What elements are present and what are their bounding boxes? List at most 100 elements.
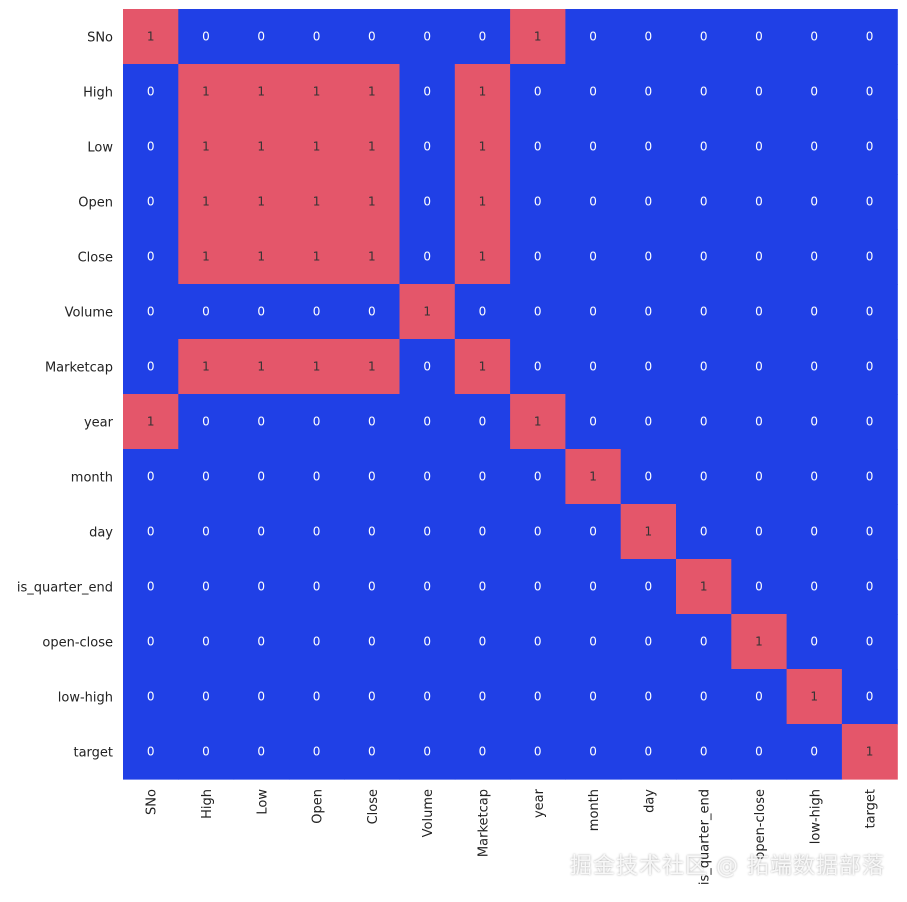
y-tick-label: low-high: [58, 691, 113, 706]
cell-value-label: 0: [810, 745, 818, 759]
cell-value-label: 0: [755, 30, 763, 44]
heatmap-cell: [233, 724, 290, 780]
y-tick-label: open-close: [42, 636, 113, 651]
heatmap-cell: [841, 559, 898, 615]
cell-value-label: 0: [257, 415, 265, 429]
cell-value-label: 0: [534, 195, 542, 209]
cell-value-label: 0: [479, 30, 487, 44]
cell-value-label: 1: [202, 195, 210, 209]
heatmap-cell: [565, 449, 622, 505]
heatmap-cell: [841, 174, 898, 230]
heatmap-cell: [676, 229, 732, 285]
x-tick-label: open-close: [753, 789, 768, 860]
heatmap-cell: [454, 559, 511, 615]
heatmap-cell: [676, 394, 732, 450]
heatmap-cell: [233, 449, 290, 505]
heatmap-cell: [123, 504, 179, 560]
heatmap-cell: [510, 559, 566, 615]
cell-value-label: 0: [589, 30, 597, 44]
cell-value-label: 0: [700, 250, 708, 264]
cell-value-label: 0: [700, 305, 708, 319]
heatmap-cell: [731, 64, 788, 120]
cell-value-label: 0: [423, 250, 431, 264]
heatmap-cell: [676, 504, 732, 560]
heatmap-cell: [510, 669, 566, 725]
cell-value-label: 0: [479, 525, 487, 539]
heatmap-cell: [565, 174, 622, 230]
x-tick-label: Open: [311, 789, 326, 824]
heatmap-cell: [344, 339, 401, 395]
cell-value-label: 0: [755, 250, 763, 264]
watermark-text: 掘金技术社区 @ 拓端数据部落: [570, 854, 885, 879]
cell-value-label: 0: [147, 745, 155, 759]
heatmap-cell: [178, 339, 235, 395]
y-tick-label: Volume: [65, 306, 113, 321]
cell-value-label: 0: [423, 690, 431, 704]
heatmap-cell: [288, 449, 345, 505]
cell-value-label: 1: [202, 85, 210, 99]
cell-value-label: 0: [866, 305, 874, 319]
cell-value-label: 0: [645, 305, 653, 319]
heatmap-cell: [233, 284, 290, 340]
heatmap-cell: [344, 229, 401, 285]
y-tick-label: day: [89, 526, 113, 541]
cell-value-label: 0: [423, 85, 431, 99]
cell-value-label: 0: [147, 250, 155, 264]
cell-value-label: 0: [700, 525, 708, 539]
cell-value-label: 0: [423, 140, 431, 154]
heatmap-cell: [233, 9, 290, 65]
heatmap-cell: [731, 394, 788, 450]
heatmap-cell: [454, 339, 511, 395]
heatmap-cell: [399, 559, 456, 615]
cell-value-label: 0: [368, 690, 376, 704]
cell-value-label: 0: [810, 525, 818, 539]
y-tick-label: Close: [78, 251, 113, 266]
cell-value-label: 0: [202, 415, 210, 429]
heatmap-cell: [786, 559, 843, 615]
cell-value-label: 0: [423, 360, 431, 374]
y-tick-label: target: [73, 746, 113, 761]
cell-value-label: 0: [534, 305, 542, 319]
cell-value-label: 0: [810, 305, 818, 319]
cell-value-label: 0: [423, 635, 431, 649]
heatmap-cell: [454, 174, 511, 230]
cell-value-label: 0: [534, 745, 542, 759]
cell-value-label: 0: [700, 85, 708, 99]
x-tick-label: day: [642, 789, 657, 813]
cell-value-label: 0: [810, 30, 818, 44]
heatmap-cell: [565, 614, 622, 670]
cell-value-label: 0: [479, 580, 487, 594]
cell-value-label: 0: [257, 305, 265, 319]
heatmap-cell: [510, 284, 566, 340]
heatmap-cell: [399, 614, 456, 670]
cell-value-label: 0: [700, 690, 708, 704]
cell-value-label: 1: [479, 85, 487, 99]
x-tick-label: Close: [366, 789, 381, 824]
cell-value-label: 1: [479, 140, 487, 154]
cell-value-label: 0: [645, 250, 653, 264]
cell-value-label: 0: [423, 30, 431, 44]
cell-value-label: 1: [368, 195, 376, 209]
heatmap-cell: [676, 449, 732, 505]
y-tick-label: month: [71, 471, 113, 486]
cell-value-label: 0: [645, 580, 653, 594]
heatmap-cell: [786, 724, 843, 780]
cell-value-label: 0: [147, 140, 155, 154]
heatmap-cell: [731, 174, 788, 230]
cell-value-label: 0: [147, 635, 155, 649]
cell-value-label: 1: [202, 140, 210, 154]
cell-value-label: 0: [755, 690, 763, 704]
heatmap-cell: [620, 669, 677, 725]
cell-value-label: 1: [257, 85, 265, 99]
cell-value-label: 1: [368, 360, 376, 374]
cell-value-label: 0: [700, 470, 708, 484]
cell-value-label: 0: [313, 305, 321, 319]
heatmap-cell: [786, 504, 843, 560]
heatmap-cells: [123, 9, 898, 780]
heatmap-cell: [178, 394, 235, 450]
heatmap-cell: [288, 229, 345, 285]
cell-value-label: 0: [589, 305, 597, 319]
cell-value-label: 0: [147, 470, 155, 484]
heatmap-cell: [620, 504, 677, 560]
cell-value-label: 0: [755, 360, 763, 374]
